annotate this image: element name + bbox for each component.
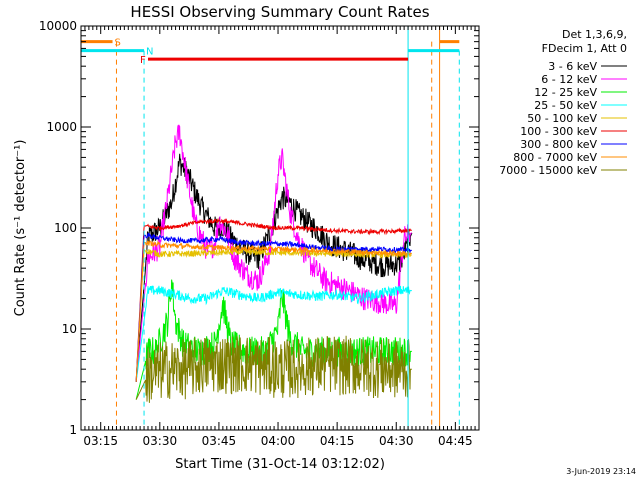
series-line [135,240,412,382]
legend-entry-label: 6 - 12 keV [541,73,597,86]
x-tick-label: 03:15 [83,434,118,448]
series-line [135,218,412,382]
series-line [135,285,412,382]
legend: Det 1,3,6,9, FDecim 1, Att 0 3 - 6 keV6 … [499,28,627,177]
y-tick-label: 10 [62,322,77,336]
legend-entry-label: 300 - 800 keV [520,138,597,151]
x-tick-label: 04:15 [320,434,355,448]
series-25-50-keV-kev [135,285,412,382]
axes-layer: 03:15 03:30 03:45 04:00 04:15 04:30 04:45 1 10 10… [39,19,480,448]
y-tick-label: 100 [54,221,77,235]
legend-entry-label: 12 - 25 keV [534,86,597,99]
legend-header-line: Det 1,3,6,9, [562,28,627,41]
flag-n-label: N [146,47,153,58]
y-tick-label: 1000 [46,120,77,134]
x-tick-label: 03:30 [143,434,178,448]
x-axis-label: Start Time (31-Oct-14 03:12:02) [175,457,385,472]
legend-entry-label: 3 - 6 keV [548,60,597,73]
flag-s-label: S [115,38,121,49]
series-800-7000-keV-kev [135,240,412,382]
chart-title: HESSI Observing Summary Count Rates [130,3,429,21]
flag-f-label: F [140,55,146,66]
legend-entry-label: 25 - 50 keV [534,99,597,112]
y-tick-label: 10000 [39,19,77,33]
x-tick-label: 04:00 [261,434,296,448]
series-300-800-keV-kev [135,232,412,382]
series-7000-15000-keV-kev [135,335,412,403]
legend-entry-label: 800 - 7000 keV [513,151,597,164]
series-100-300-keV-kev [135,218,412,382]
legend-header-line: FDecim 1, Att 0 [542,42,627,55]
y-axis-label: Count Rate (s⁻¹ detector⁻¹) [13,140,28,317]
legend-entry-label: 7000 - 15000 keV [499,164,597,177]
footer-date: 3-Jun-2019 23:14 [566,467,636,476]
x-tick-label: 03:45 [202,434,237,448]
y-tick-label: 1 [69,423,77,437]
legend-entry-label: 50 - 100 keV [527,112,597,125]
series-12-25-keV-kev [135,279,412,400]
x-tick-label: 04:30 [379,434,414,448]
series-line [135,335,412,403]
series-line [135,232,412,382]
x-tick-label: 04:45 [438,434,473,448]
series-layer [135,124,413,403]
legend-entry-label: 100 - 300 keV [520,125,597,138]
series-line [135,279,412,400]
